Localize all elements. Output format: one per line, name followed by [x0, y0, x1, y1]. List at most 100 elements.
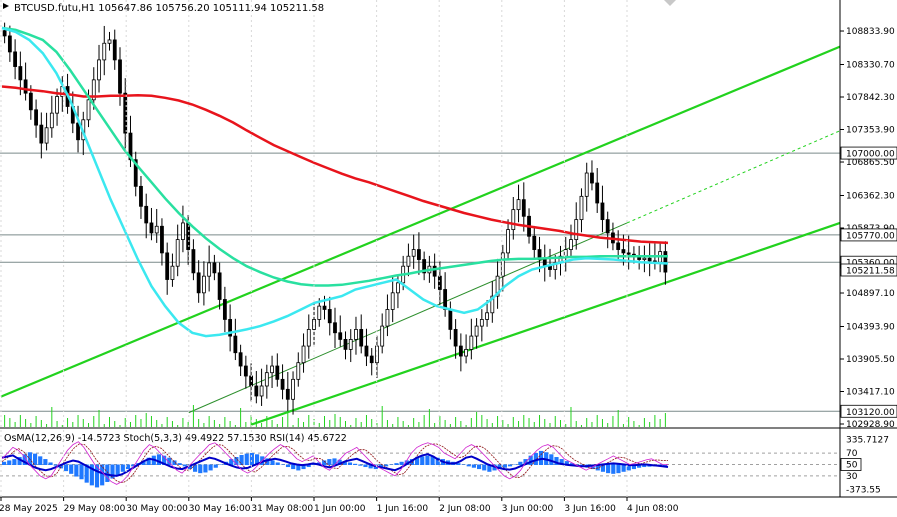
candle	[228, 304, 233, 352]
osma-bar	[69, 464, 74, 474]
candle	[270, 355, 274, 388]
osma-bar	[415, 457, 420, 465]
price-tick-label: 102928.90	[846, 420, 895, 430]
level-label: 107000.00	[846, 150, 895, 160]
candle	[201, 261, 206, 306]
candle-body	[312, 319, 316, 330]
osma-bar	[53, 464, 58, 466]
osma-bar	[476, 464, 482, 470]
candle-body	[91, 79, 96, 101]
candle	[107, 31, 112, 51]
candle-body	[443, 289, 448, 310]
price-tick-label: 104897.10	[846, 289, 895, 299]
candle-body	[2, 30, 7, 37]
osma-bar	[611, 464, 616, 474]
price-tick-label: 103417.10	[846, 388, 895, 398]
candle-body	[13, 51, 18, 67]
candle-body	[406, 255, 411, 267]
osma-bar	[518, 461, 523, 465]
candle	[354, 316, 358, 355]
candle-body	[574, 219, 579, 240]
candle-body	[259, 385, 264, 397]
osma-bar	[296, 464, 301, 471]
time-tick-label: 2 Jun 08:00	[439, 504, 491, 513]
candle	[306, 314, 311, 359]
candle-body	[516, 199, 521, 211]
candle-body	[453, 329, 458, 347]
time-tick-label: 3 Jun 00:00	[502, 504, 554, 513]
candle-body	[369, 355, 374, 364]
price-axis[interactable]: 108833.90 108330.70 107842.30 107353.90 1068…	[839, 0, 897, 430]
osma-bar	[559, 459, 564, 465]
candle-body	[196, 272, 201, 294]
candle	[222, 286, 227, 333]
price-tick-label: 108833.90	[846, 27, 895, 37]
candle-body	[390, 292, 395, 310]
osma-bar	[208, 464, 213, 471]
candle	[254, 371, 259, 404]
candle-body	[422, 259, 427, 274]
candle-body	[385, 309, 390, 327]
collapse-triangle-icon	[3, 3, 9, 9]
candle-body	[165, 252, 170, 280]
candle-body	[233, 335, 238, 354]
osma-bar	[378, 464, 384, 468]
candle-body	[506, 229, 510, 254]
candle	[411, 234, 416, 269]
candle	[123, 78, 128, 149]
moving-average-lines	[1, 26, 669, 338]
oscillator-lines	[1, 441, 669, 485]
candle	[327, 296, 332, 336]
level-label-box	[840, 228, 897, 242]
indicator-tick-label: 50	[846, 461, 858, 471]
osma-bar	[621, 464, 626, 472]
candle	[380, 313, 385, 354]
candle-body	[301, 345, 306, 364]
current-price-label: 105211.58	[840, 263, 897, 277]
candle	[490, 281, 495, 323]
rsi-line	[1, 453, 669, 477]
candle-body	[605, 219, 610, 234]
osma-bar	[554, 457, 559, 465]
osma-bar	[172, 460, 177, 465]
chart-title: BTCUSD.futu,H1 105647.86 105756.20 10511…	[3, 3, 324, 14]
candle-body	[532, 235, 537, 250]
candle-body	[511, 209, 516, 230]
candle	[532, 225, 537, 260]
candle-body	[149, 222, 154, 234]
candle-body	[217, 272, 222, 300]
candle-body	[322, 305, 327, 310]
candle	[212, 254, 217, 281]
candle	[285, 372, 290, 412]
candle-body	[18, 66, 23, 81]
osma-bar	[538, 450, 544, 465]
channel-lower-line	[251, 221, 841, 426]
candle	[13, 39, 18, 80]
candle	[579, 188, 584, 233]
indicator-tick-label: 30	[846, 472, 858, 482]
osma-bar	[482, 464, 487, 471]
osma-bar	[110, 464, 115, 479]
time-axis[interactable]: 28 May 2025 29 May 08:00 30 May 00:00 30 Ma…	[0, 0, 679, 514]
candle-body	[181, 222, 185, 240]
candle-body	[76, 122, 80, 141]
osma-bar	[43, 459, 48, 465]
osma-bar	[115, 464, 120, 476]
indicator-tick-label: 70	[846, 449, 858, 459]
candle-body	[548, 265, 552, 270]
osma-bar	[528, 455, 533, 465]
candle-body	[359, 329, 364, 347]
candle	[296, 352, 301, 387]
candle-body	[212, 262, 217, 274]
candle-body	[432, 265, 437, 277]
price-pane[interactable]	[0, 22, 841, 427]
candle	[485, 300, 489, 327]
osma-bar	[213, 464, 218, 468]
candle	[506, 219, 510, 261]
scroll-marker-icon[interactable]	[664, 0, 676, 6]
osma-bar	[322, 460, 327, 465]
candle	[44, 112, 49, 151]
